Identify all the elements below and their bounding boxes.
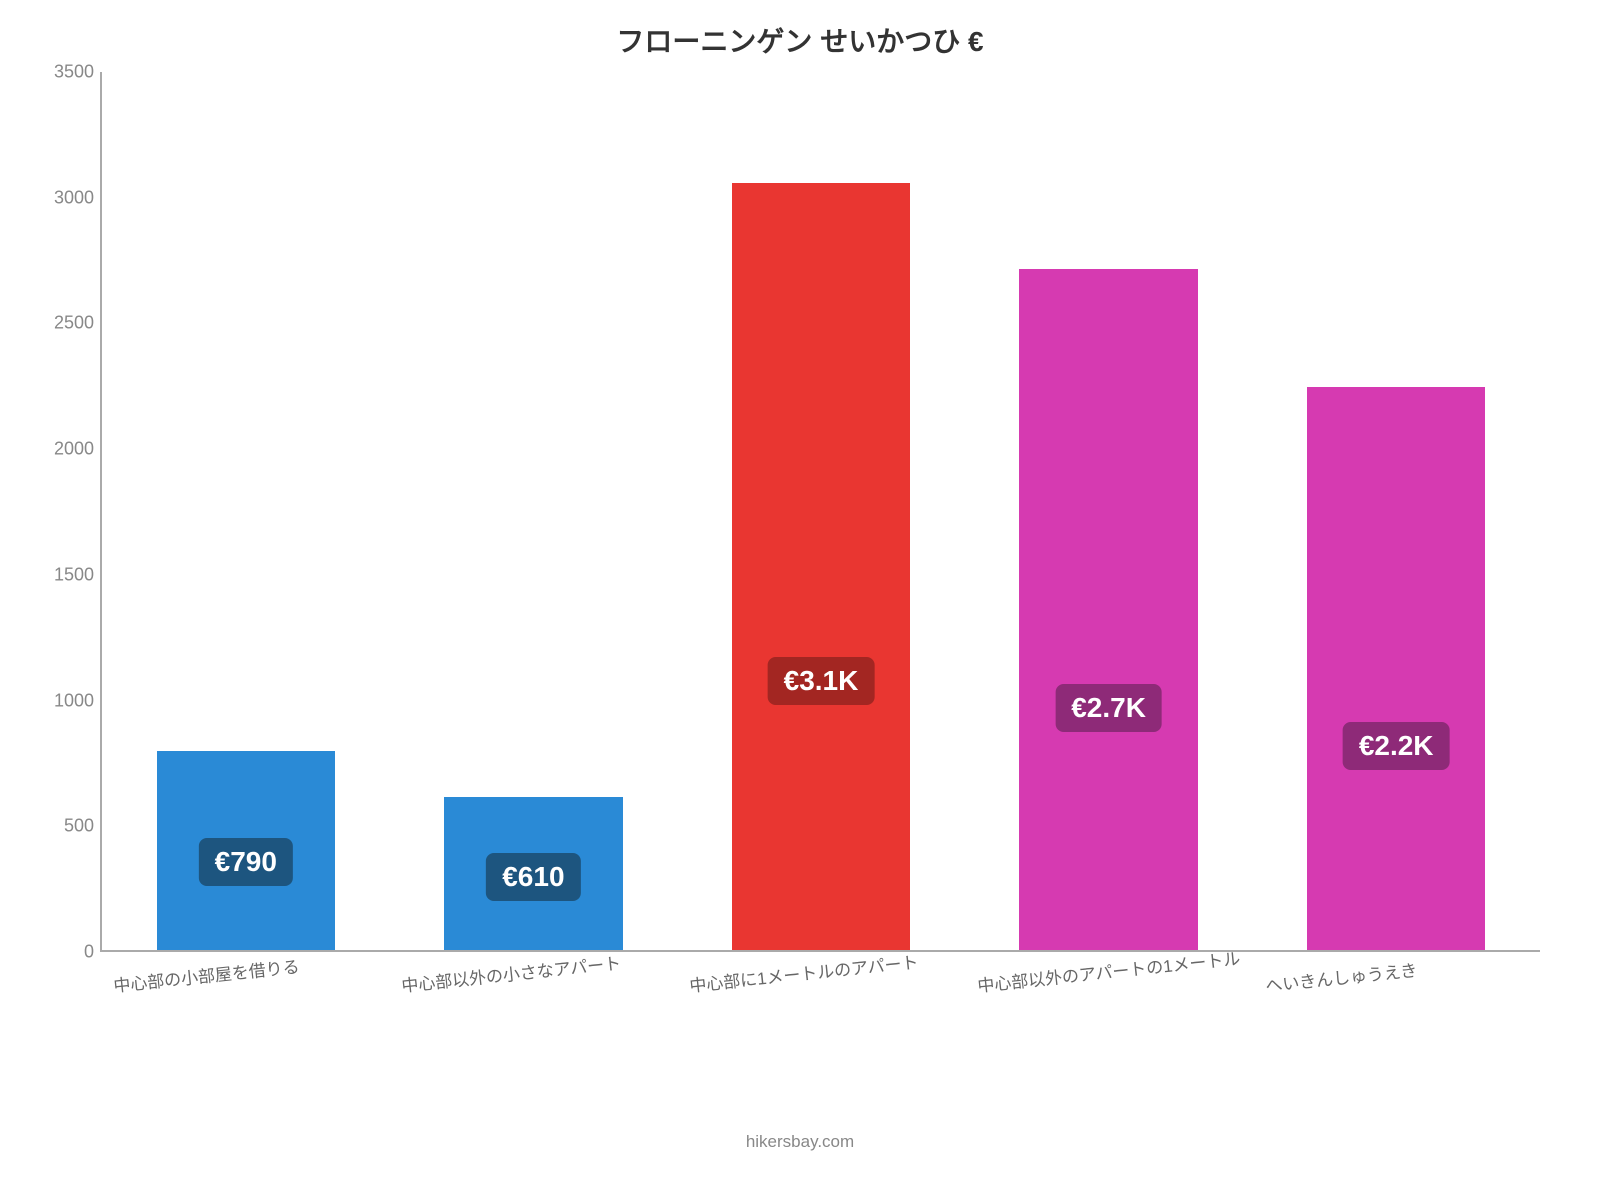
chart-footer: hikersbay.com (40, 1132, 1560, 1152)
x-tick-label: へいきんしゅうえき (1264, 956, 1418, 997)
bar: €610 (444, 797, 622, 950)
x-tick-label: 中心部に1メートルのアパート (688, 948, 919, 997)
y-tick-label: 1500 (42, 564, 94, 585)
chart-container: フローニンゲン せいかつひ € €790€610€3.1K€2.7K€2.2K … (0, 0, 1600, 1200)
y-tick-label: 3500 (42, 62, 94, 83)
y-tick-label: 2500 (42, 313, 94, 334)
y-tick-label: 0 (42, 942, 94, 963)
bars-group: €790 €610 €3.1K €2.7K €2.2K (102, 72, 1540, 950)
bar: €2.2K (1307, 387, 1485, 950)
chart-title: フローニンゲン せいかつひ € (40, 20, 1560, 60)
x-tick-label: 中心部以外のアパートの1メートル (976, 944, 1241, 996)
x-axis-labels: 中心部の小部屋を借りる中心部以外の小さなアパート中心部に1メートルのアパート中心… (100, 952, 1540, 1032)
bar: €3.1K (732, 183, 910, 950)
bar: €2.7K (1019, 269, 1197, 950)
bar-value-label: €3.1K (768, 657, 875, 705)
bar-value-label: €2.7K (1055, 684, 1162, 732)
y-tick-label: 500 (42, 816, 94, 837)
x-tick-label: 中心部以外の小さなアパート (400, 949, 622, 997)
y-tick-label: 2000 (42, 439, 94, 460)
y-tick-label: 1000 (42, 690, 94, 711)
plot-area: €790€610€3.1K€2.7K€2.2K 0500100015002000… (100, 72, 1540, 952)
bar-value-label: €2.2K (1343, 722, 1450, 770)
bar-value-label: €790 (199, 838, 293, 886)
bar-value-label: €610 (486, 853, 580, 901)
bar: €790 (157, 751, 335, 950)
y-tick-label: 3000 (42, 187, 94, 208)
x-tick-label: 中心部の小部屋を借りる (112, 952, 301, 996)
